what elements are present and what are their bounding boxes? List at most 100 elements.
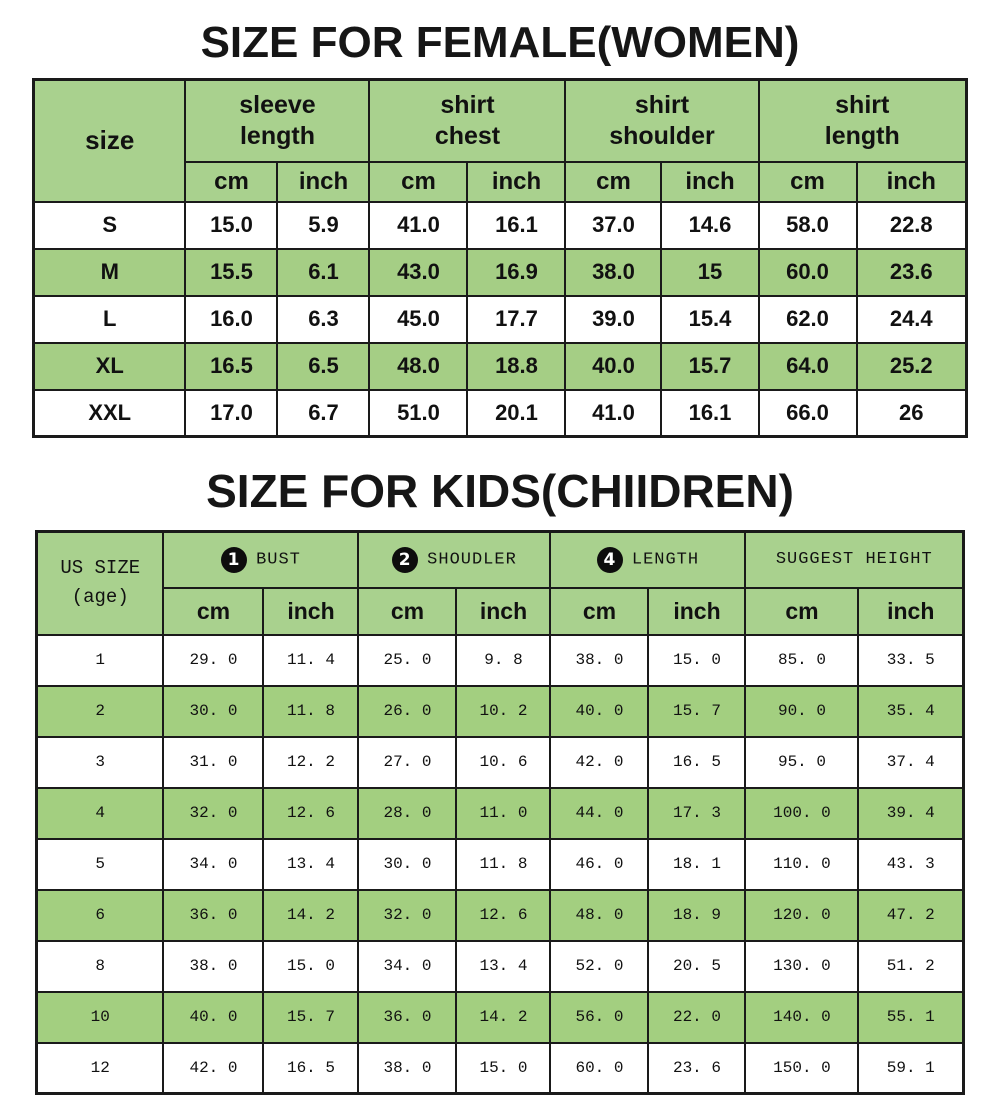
row-label-cell: 2 [35,684,165,738]
value-cell: 51.0 [368,388,469,438]
value-cell: 18.8 [466,341,567,391]
value-cell: 5.9 [276,200,371,250]
size-table-row: XL 16.5 6.5 48.0 18.8 40.0 15.7 64.0 25.2 [32,341,968,391]
value-cell: 42. 0 [549,735,650,789]
value-cell: 45.0 [368,294,469,344]
women-group-header-row: size sleeve length shirt chest shirt sho… [32,78,968,203]
value-cell: 66.0 [757,388,858,438]
value-cell: 11. 8 [455,837,552,891]
value-cell: 58.0 [757,200,858,250]
kids-table-header: US SIZE (age) 1 BUST 2 SHOUDLER 4 LENGTH SU… [35,530,965,636]
value-cell: 15 [660,247,760,297]
kids-table-body: 1 29. 0 11. 4 25. 0 9. 8 38. 0 15. 0 85. 0 33. 5… [35,633,965,1095]
women-unit-header-row: cm inch cm inch cm inch cm inch [33,160,968,203]
unit-header-cm: cm [184,160,279,203]
value-cell: 29. 0 [162,633,265,687]
row-label-cell: 3 [35,735,165,789]
value-cell: 64.0 [757,341,858,391]
value-cell: 56. 0 [549,990,650,1044]
value-cell: 22.8 [855,200,968,250]
unit-header-inch: inch [455,586,552,636]
unit-header-cm: cm [162,586,265,636]
value-cell: 13. 4 [455,939,552,993]
value-cell: 36. 0 [162,888,265,942]
kids-group-shoulder: 2 SHOUDLER [357,530,552,589]
value-cell: 42. 0 [162,1041,265,1095]
value-cell: 33. 5 [857,633,965,687]
unit-header-cm: cm [549,586,650,636]
value-cell: 59. 1 [857,1041,965,1095]
value-cell: 15.0 [184,200,279,250]
value-cell: 11. 4 [262,633,360,687]
value-cell: 15. 7 [647,684,747,738]
value-cell: 15. 0 [262,939,360,993]
value-cell: 37.0 [564,200,663,250]
value-cell: 10. 2 [455,684,552,738]
circled-4-badge: 4 [596,546,623,573]
value-cell: 11. 0 [455,786,552,840]
size-table-row: 3 31. 0 12. 2 27. 0 10. 6 42. 0 16. 5 95. 0 37. … [35,735,965,789]
kids-section-title: SIZE FOR KIDS(CHIIDREN) [206,465,794,517]
unit-header-inch: inch [857,586,965,636]
unit-header-cm: cm [757,160,858,203]
value-cell: 48.0 [368,341,469,391]
row-label-cell: S [32,200,187,250]
value-cell: 18. 1 [647,837,747,891]
row-label-cell: 5 [35,837,165,891]
value-cell: 43. 3 [857,837,965,891]
value-cell: 47. 2 [857,888,965,942]
row-label-cell: 8 [35,939,165,993]
value-cell: 6.7 [276,388,371,438]
women-table-header: size sleeve length shirt chest shirt sho… [32,78,968,203]
unit-header-inch: inch [660,160,760,203]
value-cell: 36. 0 [357,990,458,1044]
value-cell: 15.4 [660,294,760,344]
value-cell: 28. 0 [357,786,458,840]
row-label-cell: XL [32,341,187,391]
kids-group-shoulder-label: SHOUDLER [427,550,517,570]
unit-header-inch: inch [466,160,567,203]
size-table-row: 6 36. 0 14. 2 32. 0 12. 6 48. 0 18. 9 120. 0 47.… [35,888,965,942]
value-cell: 40. 0 [162,990,265,1044]
value-cell: 16.1 [466,200,567,250]
value-cell: 32. 0 [162,786,265,840]
value-cell: 51. 2 [857,939,965,993]
value-cell: 55. 1 [857,990,965,1044]
kids-group-length-label: LENGTH [631,550,700,570]
value-cell: 26. 0 [357,684,458,738]
row-label-cell: XXL [32,388,187,438]
unit-header-cm: cm [744,586,860,636]
size-table-row: L 16.0 6.3 45.0 17.7 39.0 15.4 62.0 24.4 [32,294,968,344]
value-cell: 15. 7 [262,990,360,1044]
kids-unit-header-row: cm inch cm inch cm inch cm inch [36,586,965,636]
value-cell: 41.0 [368,200,469,250]
value-cell: 43.0 [368,247,469,297]
value-cell: 48. 0 [549,888,650,942]
value-cell: 130. 0 [744,939,860,993]
value-cell: 34. 0 [357,939,458,993]
row-label-cell: 1 [35,633,165,687]
unit-header-inch: inch [855,160,968,203]
unit-header-inch: inch [262,586,360,636]
circled-1-badge: 1 [221,546,248,573]
value-cell: 32. 0 [357,888,458,942]
size-table-row: 1 29. 0 11. 4 25. 0 9. 8 38. 0 15. 0 85. 0 33. 5 [35,633,965,687]
value-cell: 60. 0 [549,1041,650,1095]
value-cell: 16. 5 [262,1041,360,1095]
value-cell: 15. 0 [455,1041,552,1095]
value-cell: 9. 8 [455,633,552,687]
value-cell: 30. 0 [357,837,458,891]
value-cell: 110. 0 [744,837,860,891]
kids-group-header-row: US SIZE (age) 1 BUST 2 SHOUDLER 4 LENGTH SU… [35,530,965,636]
value-cell: 16.5 [184,341,279,391]
value-cell: 17.0 [184,388,279,438]
value-cell: 60.0 [757,247,858,297]
women-section-title: SIZE FOR FEMALE(WOMEN) [200,18,800,67]
size-table-row: 12 42. 0 16. 5 38. 0 15. 0 60. 0 23. 6 150. 0 59… [35,1041,965,1095]
value-cell: 18. 9 [647,888,747,942]
kids-group-length: 4 LENGTH [549,530,747,589]
value-cell: 31. 0 [162,735,265,789]
value-cell: 25.2 [855,341,968,391]
value-cell: 15.7 [660,341,760,391]
